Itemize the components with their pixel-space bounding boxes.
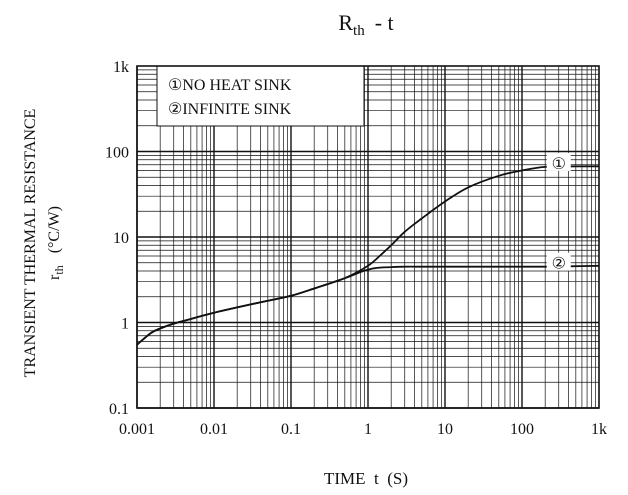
legend: ①NO HEAT SINK ②INFINITE SINK [156, 65, 365, 127]
series-line-2 [136, 264, 600, 346]
x-tick-label: 0.001 [119, 421, 155, 438]
series-label-1: ① [552, 156, 566, 173]
tick-labels: 0.001 0.01 0.1 1 10 100 1k 0.1 1 10 100 1k [105, 59, 607, 438]
x-tick-label: 0.1 [281, 421, 301, 438]
y-axis-label: TRANSIENT THERMAL RESISTANCE rth (°C/W) [22, 109, 66, 378]
y-tick-label: 0.1 [109, 401, 129, 418]
series-label-bg [546, 152, 571, 171]
chart-title: Rth - t [338, 10, 393, 39]
series-labels: ①② [546, 152, 571, 273]
x-tick-label: 0.01 [200, 421, 228, 438]
y-axis-label-unit: (°C/W) [46, 206, 63, 253]
plot-frame [136, 65, 600, 409]
y-tick-label: 100 [105, 145, 129, 162]
legend-entry-2: ②INFINITE SINK [168, 101, 292, 118]
chart-title-sub: th [353, 23, 365, 39]
chart-title-main: R [338, 10, 353, 35]
legend-box [156, 65, 365, 127]
y-axis-label-line1: TRANSIENT THERMAL RESISTANCE [22, 109, 39, 378]
series-label-bg [546, 252, 571, 271]
series-label-2: ② [552, 256, 566, 273]
x-tick-label: 1 [364, 421, 372, 438]
legend-entry-1: ①NO HEAT SINK [168, 77, 292, 94]
x-tick-label: 100 [510, 421, 534, 438]
x-axis-label: TIME t (S) [324, 469, 408, 488]
y-tick-label: 10 [113, 230, 129, 247]
chart-title-suffix: - t [375, 10, 394, 35]
y-tick-label: 1 [121, 316, 129, 333]
y-tick-label: 1k [113, 59, 129, 76]
y-axis-label-line2: rth (°C/W) [46, 206, 66, 280]
y-axis-label-sub: th [52, 265, 66, 274]
x-tick-label: 10 [437, 421, 453, 438]
x-tick-label: 1k [591, 421, 607, 438]
y-axis-label-symbol: r [46, 274, 63, 280]
series [136, 165, 600, 346]
